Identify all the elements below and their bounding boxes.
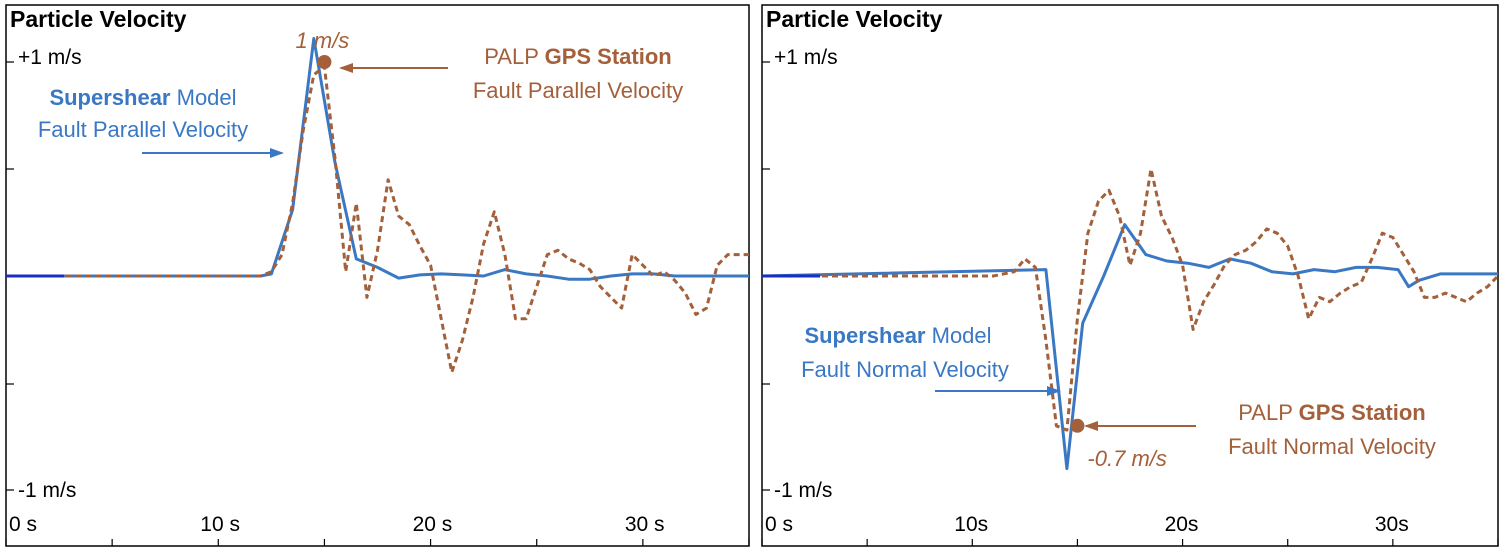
peak-marker	[1070, 418, 1085, 433]
model-label-line1: Supershear Model	[804, 323, 991, 348]
peak-label: -0.7 m/s	[1087, 446, 1166, 471]
peak-marker	[317, 55, 332, 69]
series-line-model	[761, 223, 1498, 471]
x-tick-label: 20 s	[413, 513, 453, 536]
y-tick-label-bottom: -1 m/s	[18, 479, 76, 502]
x-axis: 0 s 10s 20s 30s	[761, 513, 1499, 546]
chart-panel-fault-parallel: Particle Velocity +1 m/s -1 m/s 0 s 10 s 2…	[5, 4, 750, 547]
model-label-line1: Supershear Model	[49, 85, 236, 110]
series-line-gps	[6, 64, 749, 374]
gps-label-line1: PALP GPS Station	[1238, 400, 1425, 425]
series-line-gps	[762, 167, 1500, 432]
x-tick-label: 30 s	[625, 513, 665, 536]
x-axis: 0 s 10 s 20 s 30 s	[5, 513, 750, 546]
y-tick-label-bottom: -1 m/s	[774, 479, 832, 502]
x-tick-label: 20s	[1165, 513, 1199, 536]
peak-label: 1 m/s	[296, 28, 350, 53]
model-label-line2: Fault Normal Velocity	[801, 357, 1009, 382]
gps-label-line2: Fault Parallel Velocity	[473, 78, 683, 103]
series-group: 1 m/s	[6, 28, 749, 374]
gps-label-line1: PALP GPS Station	[484, 44, 671, 69]
model-label-line2: Fault Parallel Velocity	[38, 117, 248, 142]
gps-label-line2: Fault Normal Velocity	[1228, 434, 1436, 459]
chart-title: Particle Velocity	[10, 6, 187, 32]
x-tick-label: 10 s	[200, 513, 240, 536]
y-tick-label-top: +1 m/s	[774, 46, 838, 69]
x-tick-label: 0 s	[765, 513, 793, 536]
y-tick-label-top: +1 m/s	[18, 46, 82, 69]
x-tick-label: 30s	[1375, 513, 1409, 536]
x-tick-label: 0 s	[9, 513, 37, 536]
series-line-model	[6, 37, 749, 281]
series-group: -0.7 m/s	[761, 167, 1500, 471]
x-tick-label: 10s	[954, 513, 988, 536]
chart-title: Particle Velocity	[766, 6, 943, 32]
chart-panel-fault-normal: Particle Velocity +1 m/s -1 m/s 0 s 10s 20…	[761, 4, 1500, 547]
